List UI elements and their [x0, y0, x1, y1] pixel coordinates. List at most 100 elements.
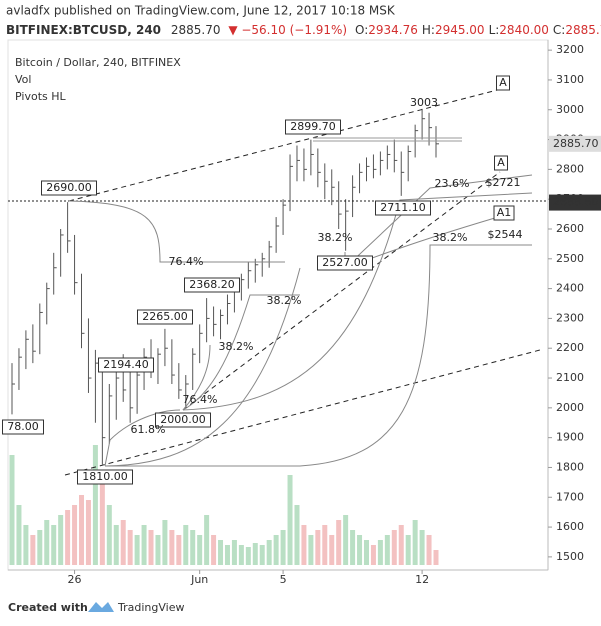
volume-bar	[350, 530, 356, 565]
ohlc-value: 2885.70	[565, 23, 601, 37]
arc	[105, 244, 532, 467]
volume-bar	[85, 500, 91, 565]
volume-bar	[391, 530, 397, 565]
volume-bar	[329, 535, 335, 565]
annotation: A	[499, 76, 507, 89]
arc	[104, 267, 301, 467]
x-tick-label: Jun	[190, 573, 208, 586]
annotation-box	[155, 412, 211, 428]
volume-bar	[23, 525, 29, 565]
y-tick-label: 1900	[556, 431, 584, 444]
volume-bar	[99, 475, 105, 565]
volume-bar	[336, 520, 342, 565]
volume-bar	[405, 535, 411, 565]
volume-bar	[127, 530, 133, 565]
volume-bar	[72, 505, 78, 565]
y-tick-label: 3100	[556, 73, 584, 86]
y-tick-label: 1600	[556, 520, 584, 533]
legend-title: Bitcoin / Dollar, 240, BITFINEX	[15, 56, 181, 69]
y-tick-label: 2600	[556, 222, 584, 235]
price-marker-label: 2688.60	[553, 196, 599, 209]
volume-bar	[141, 525, 147, 565]
y-tick-label: 1800	[556, 460, 584, 473]
legend-study: Pivots HL	[15, 90, 66, 103]
annotation-box	[375, 200, 431, 216]
volume-bar	[162, 520, 168, 565]
y-tick-label: 2000	[556, 401, 584, 414]
footer-brand[interactable]: TradingView	[117, 601, 184, 614]
arc	[104, 409, 181, 467]
ohlc-label: L:	[489, 23, 500, 37]
volume-bar	[245, 547, 251, 565]
annotation-box	[285, 119, 341, 135]
annotation: 2000.00	[160, 413, 206, 426]
volume-bar	[204, 515, 210, 565]
annotation: 76.4%	[183, 393, 218, 406]
annotation: 2899.70	[290, 120, 336, 133]
trend-middle	[182, 171, 501, 411]
annotation: 38.2%	[267, 294, 302, 307]
volume-bar	[301, 525, 307, 565]
annotation-box	[493, 205, 515, 221]
volume-bar	[197, 535, 203, 565]
last: 2885.70	[171, 23, 221, 37]
volume-bar	[252, 543, 258, 565]
volume-bar	[363, 540, 369, 565]
volume-bar	[113, 525, 119, 565]
annotation: 2368.20	[189, 278, 235, 291]
volume-bar	[51, 525, 57, 565]
publisher: avladfx published on TradingView.com, Ju…	[6, 4, 396, 18]
plot	[9, 108, 439, 565]
y-tick-label: 1500	[556, 550, 584, 563]
volume-bar	[134, 535, 140, 565]
volume-bar	[412, 520, 418, 565]
y-tick-label: 1700	[556, 490, 584, 503]
annotation: 78.00	[7, 420, 39, 433]
volume-bar	[9, 455, 15, 565]
annotation-box	[2, 419, 44, 435]
volume-bar	[266, 540, 272, 565]
annotation: 2265.00	[142, 310, 188, 323]
trend-lower	[64, 349, 541, 476]
volume-bar	[79, 495, 85, 565]
volume-bar	[224, 545, 230, 565]
arc	[68, 200, 285, 263]
annotation: 38.2%	[318, 231, 353, 244]
y-tick-label: 2100	[556, 371, 584, 384]
annotation-box	[41, 180, 97, 196]
volume-bar	[259, 545, 265, 565]
arc	[182, 294, 300, 411]
y-tick-label: 2500	[556, 252, 584, 265]
volume-bar	[183, 525, 189, 565]
logo	[88, 602, 114, 612]
annotation: 2527.00	[322, 256, 368, 269]
volume-bar	[433, 550, 439, 565]
y-tick-label: 3200	[556, 43, 584, 56]
volume-bar	[30, 535, 36, 565]
y-tick-label: 2400	[556, 282, 584, 295]
volume-bar	[148, 530, 154, 565]
volume-bar	[92, 445, 98, 565]
ohlc-value: 2934.76	[368, 23, 418, 37]
change: ▼ −56.10 (−1.91%)	[228, 23, 347, 37]
annotation: 2711.10	[380, 201, 426, 214]
symbol: BITFINEX:BTCUSD, 240	[6, 23, 161, 37]
trend-upper	[68, 87, 506, 202]
drawings	[8, 87, 548, 476]
arc	[182, 192, 533, 411]
footer-created: Created with	[8, 601, 88, 614]
ohlc-label: O:	[355, 23, 368, 37]
volume-bar	[190, 530, 196, 565]
annotation-box	[496, 75, 510, 91]
annotation: 1810.00	[82, 470, 128, 483]
x-tick-label: 26	[68, 573, 82, 586]
price-marker	[549, 194, 601, 211]
ohlc-label: H:	[422, 23, 435, 37]
volume-bar	[211, 535, 217, 565]
ohlc-value: 2945.00	[435, 23, 485, 37]
annotation: A1	[497, 206, 512, 219]
volume-bar	[426, 535, 432, 565]
annotation-box	[494, 155, 508, 171]
volume-bar	[218, 540, 224, 565]
